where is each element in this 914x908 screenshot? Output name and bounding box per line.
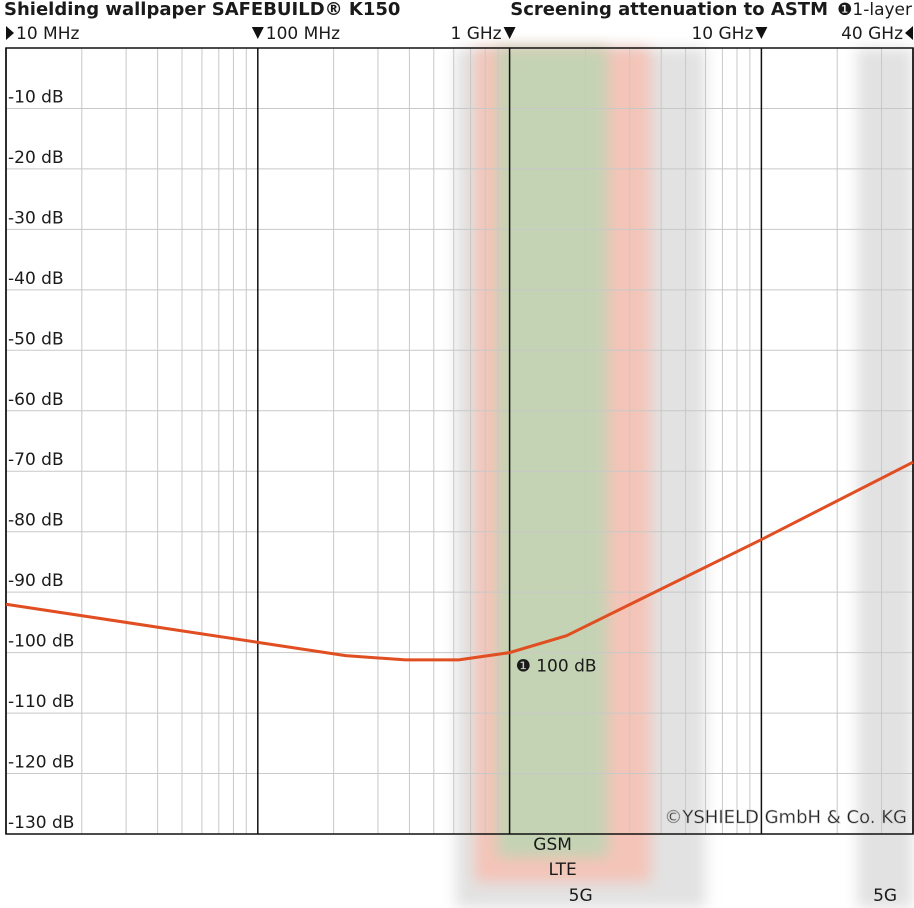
- x-tick-label: 10 MHz: [16, 24, 79, 44]
- x-tick-label: 10 GHz: [691, 24, 753, 44]
- x-tick-label: 1 GHz: [450, 24, 501, 44]
- x-tick-marker: [251, 27, 264, 39]
- frequency-band: [497, 48, 608, 857]
- y-tick-label: -20 dB: [8, 148, 64, 168]
- band-label: LTE: [549, 860, 577, 880]
- chart-title: Shielding wallpaper SAFEBUILD® K150: [4, 0, 400, 20]
- y-tick-label: -80 dB: [8, 511, 64, 531]
- x-tick-marker: [503, 27, 516, 39]
- annotation: ❶ 100 dB: [516, 657, 597, 677]
- plot-border: [5, 47, 914, 835]
- data-line: [5, 460, 914, 662]
- legend-entry: ❶1-layer: [837, 0, 912, 20]
- chart-subtitle: Screening attenuation to ASTM: [510, 0, 828, 20]
- y-tick-label: -10 dB: [8, 87, 64, 107]
- copyright: ©YSHIELD GmbH & Co. KG: [664, 807, 907, 828]
- y-tick-label: -50 dB: [8, 329, 64, 349]
- x-tick-marker: [6, 26, 14, 40]
- y-tick-label: -100 dB: [8, 632, 74, 652]
- band-label: 5G: [873, 886, 897, 906]
- x-tick-label: 100 MHz: [266, 24, 340, 44]
- x-tick-label: 40 GHz: [841, 24, 903, 44]
- y-tick-label: -110 dB: [8, 692, 74, 712]
- y-tick-label: -90 dB: [8, 571, 64, 591]
- band-label: GSM: [533, 835, 572, 855]
- y-tick-label: -40 dB: [8, 269, 64, 289]
- y-tick-label: -30 dB: [8, 208, 64, 228]
- y-tick-label: -120 dB: [8, 753, 74, 773]
- y-tick-label: -130 dB: [8, 813, 74, 833]
- y-tick-label: -60 dB: [8, 390, 64, 410]
- y-tick-label: -70 dB: [8, 450, 64, 470]
- band-label: 5G: [569, 886, 593, 906]
- x-tick-marker: [905, 26, 913, 40]
- x-tick-marker: [755, 27, 768, 39]
